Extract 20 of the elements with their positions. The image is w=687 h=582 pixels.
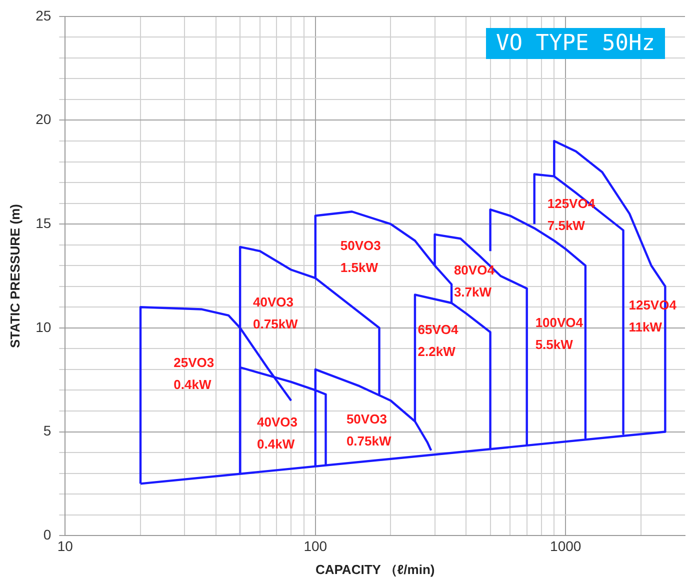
y-axis-title: STATIC PRESSURE (m) (7, 204, 22, 348)
x-tick-label: 100 (304, 538, 328, 554)
text: VO TYPE 50Hz (486, 28, 665, 60)
annotation: 40VO3 0.4kW (257, 414, 298, 452)
annotation: 100VO4 5.5kW (535, 315, 584, 352)
y-tick-label: 5 (43, 422, 52, 439)
annotation: 65VO4 2.2kW (418, 322, 460, 360)
x-tick-label: 1000 (550, 538, 582, 554)
annotation: 40VO3 0.75kW (253, 294, 299, 332)
annotation: 50VO3 0.75kW (346, 412, 392, 449)
annotation: 50VO3 1.5kW (340, 238, 381, 276)
y-tick-label: 10 (36, 318, 52, 335)
x-axis-title: CAPACITY （ℓ/min) (315, 562, 435, 577)
y-tick-label: 0 (43, 526, 52, 542)
y-tick-label: 15 (36, 214, 52, 231)
y-tick-label: 20 (36, 111, 52, 128)
x-tick-label: 10 (57, 538, 74, 554)
y-tick-label: 25 (36, 7, 52, 24)
annotation: 80VO4 3.7kW (454, 262, 496, 300)
annotation: 25VO3 0.4kW (174, 355, 214, 392)
